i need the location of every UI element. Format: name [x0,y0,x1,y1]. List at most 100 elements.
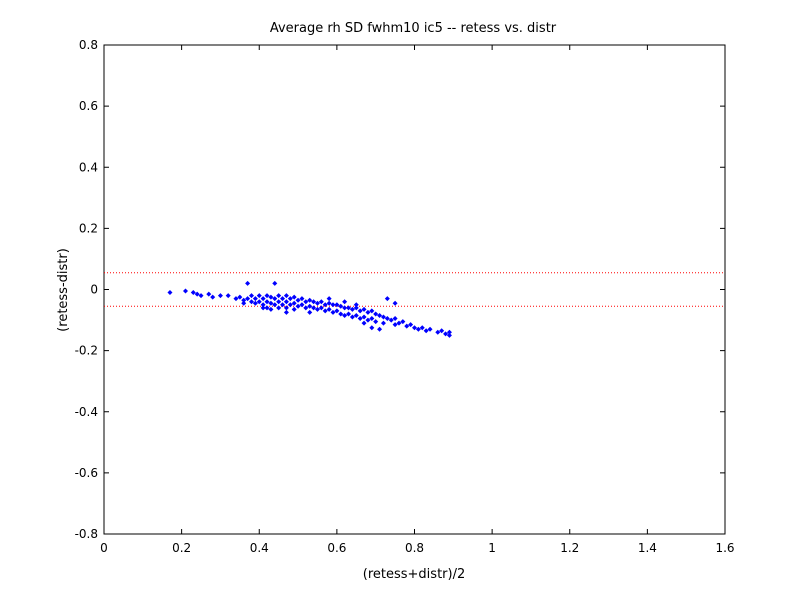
y-axis-label: (retess-distr) [56,248,71,332]
data-point [412,325,417,331]
data-point [334,308,340,314]
data-point [264,299,270,305]
data-point [443,331,449,337]
data-point [369,325,375,331]
y-axis: -0.8 -0.6 -0.4 -0.2 0 0.2 0.4 0.6 0.8 [75,38,725,541]
data-point [283,293,289,299]
data-point [206,291,212,297]
data-point [217,293,223,299]
data-point [237,294,243,300]
data-point [384,296,390,302]
y-tick-label: -0.4 [75,405,98,419]
data-point [268,300,274,306]
data-point [303,305,309,311]
data-point [322,302,328,308]
data-point [369,316,375,322]
data-point [318,305,324,311]
data-point [353,312,359,318]
data-point [365,309,371,315]
data-point [357,308,363,314]
data-point [369,308,375,314]
data-point [392,300,398,306]
data-point [245,280,251,286]
data-point [326,300,332,306]
data-point [245,296,251,302]
data-points [167,280,452,338]
data-point [446,329,452,335]
x-axis-label: (retess+distr)/2 [363,567,465,582]
data-point [272,280,278,286]
data-point [307,297,313,303]
data-point [260,302,266,308]
data-point [415,326,421,332]
data-point [326,296,332,302]
data-point [272,296,278,302]
data-point [392,316,398,322]
data-point [287,296,293,302]
data-point [299,302,305,308]
data-point [334,302,340,308]
plot-area [103,44,726,535]
data-point [256,293,262,299]
x-tick-label: 1.2 [560,541,579,555]
data-point [303,299,309,305]
data-point [342,299,348,305]
data-point [307,303,313,309]
data-point [198,293,204,299]
data-point [338,303,344,309]
data-point [283,305,289,311]
data-point [291,294,297,300]
data-point [404,323,410,329]
data-point [361,314,367,320]
data-point [342,312,348,318]
x-tick-label: 1.4 [638,541,657,555]
data-point [353,305,359,311]
data-point [283,309,289,315]
x-tick-label: 1.6 [715,541,734,555]
y-tick-label: -0.8 [75,527,98,541]
y-tick-label: 0.4 [79,160,98,174]
data-point [349,306,355,312]
data-point [256,299,262,305]
x-tick-label: 0.4 [250,541,269,555]
data-point [346,311,352,317]
data-point [276,305,282,311]
x-axis: 0 0.2 0.4 0.6 0.8 1 1.2 1.4 1.6 [100,45,735,555]
data-point [314,300,320,306]
data-point [260,296,266,302]
data-point [291,300,297,306]
data-point [392,322,398,328]
data-point [295,303,301,309]
data-point [283,299,289,305]
data-point [241,300,247,306]
data-point [384,316,390,322]
data-point [380,320,386,326]
data-point [280,296,286,302]
data-point [311,305,317,311]
data-point [194,291,200,297]
data-point [322,308,328,314]
data-point [264,305,270,311]
data-point [183,288,189,294]
data-point [276,299,282,305]
data-point [276,293,282,299]
data-point [291,306,297,312]
data-point [446,332,452,338]
x-tick-label: 1 [488,541,496,555]
data-point [307,309,313,315]
y-tick-label: -0.6 [75,466,98,480]
data-point [377,326,383,332]
data-point [318,299,324,305]
data-point [349,314,355,320]
data-point [353,302,359,308]
data-point [264,293,270,299]
data-point [287,302,293,308]
data-point [400,319,406,325]
data-point [314,306,320,312]
data-point [380,314,386,320]
data-point [365,317,371,323]
data-point [373,319,379,325]
data-point [268,306,274,312]
data-point [272,302,278,308]
